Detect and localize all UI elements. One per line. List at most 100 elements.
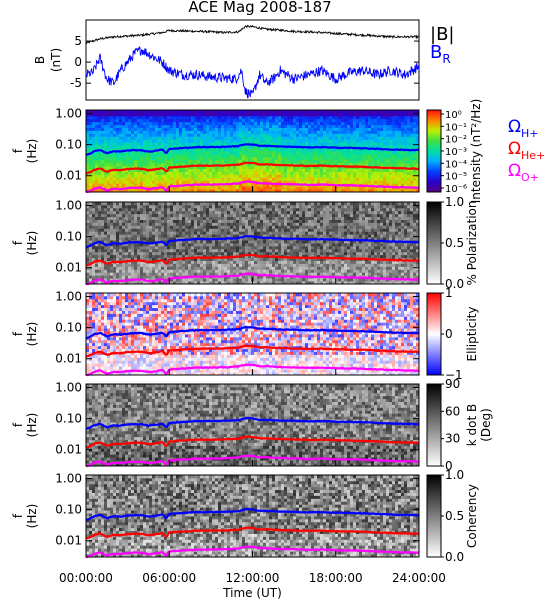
heatmap-cell xyxy=(125,231,129,235)
heatmap-cell xyxy=(110,248,114,253)
heatmap-cell xyxy=(113,281,117,285)
heatmap-cell xyxy=(233,257,237,261)
heatmap-cell xyxy=(362,121,366,126)
heatmap-cell xyxy=(131,133,135,137)
heatmap-cell xyxy=(158,263,162,267)
heatmap-cell xyxy=(188,254,192,259)
heatmap-cell xyxy=(248,112,252,117)
y-axis-label: f xyxy=(11,148,25,153)
heatmap-cell xyxy=(299,171,303,175)
heatmap-cell xyxy=(371,180,375,184)
heatmap-cell xyxy=(254,171,258,175)
heatmap-cell xyxy=(134,222,138,226)
heatmap-cell xyxy=(413,177,417,181)
heatmap-cell xyxy=(125,151,129,155)
heatmap-cell xyxy=(188,156,192,161)
heatmap-cell xyxy=(110,234,114,238)
heatmap-cell xyxy=(176,124,180,128)
heatmap-cell xyxy=(101,225,105,229)
heatmap-cell xyxy=(245,174,249,178)
heatmap-cell xyxy=(380,133,384,137)
heatmap-cell xyxy=(98,210,102,215)
heatmap-cell xyxy=(257,183,261,187)
heatmap-cell xyxy=(182,180,186,184)
heatmap-cell xyxy=(407,110,411,114)
heatmap-cell xyxy=(233,177,237,181)
heatmap-cell xyxy=(107,202,111,206)
heatmap-cell xyxy=(146,121,150,126)
heatmap-cell xyxy=(269,142,273,146)
heatmap-cell xyxy=(179,180,183,184)
heatmap-cell xyxy=(116,174,120,178)
heatmap-cell xyxy=(224,127,228,131)
heatmap-cell xyxy=(344,151,348,155)
heatmap-cell xyxy=(191,124,195,128)
heatmap-cell xyxy=(98,159,102,164)
heatmap-cell xyxy=(149,231,153,235)
heatmap-cell xyxy=(140,180,144,184)
heatmap-cell xyxy=(245,183,249,187)
heatmap-cell xyxy=(218,281,222,285)
heatmap-cell xyxy=(164,127,168,131)
heatmap-cell xyxy=(383,136,387,140)
heatmap-cell xyxy=(353,177,357,181)
colorbar-step xyxy=(427,173,441,177)
heatmap-cell xyxy=(254,153,258,158)
heatmap-cell xyxy=(206,115,210,120)
heatmap-cell xyxy=(308,189,312,193)
heatmap-cell xyxy=(290,165,294,169)
heatmap-cell xyxy=(221,162,225,167)
heatmap-cell xyxy=(125,136,129,140)
heatmap-cell xyxy=(89,112,93,117)
heatmap-cell xyxy=(284,165,288,169)
heatmap-cell xyxy=(245,165,249,169)
heatmap-cell xyxy=(89,139,93,143)
heatmap-cell xyxy=(227,148,231,152)
heatmap-cell xyxy=(275,133,279,137)
heatmap-cell xyxy=(107,153,111,158)
heatmap-cell xyxy=(158,168,162,172)
heatmap-cell xyxy=(95,245,99,250)
heatmap-cell xyxy=(104,145,108,149)
heatmap-cell xyxy=(149,254,153,259)
heatmap-cell xyxy=(302,156,306,161)
heatmap-cell xyxy=(323,156,327,161)
heatmap-cell xyxy=(104,213,108,218)
heatmap-cell xyxy=(350,156,354,161)
heatmap-cell xyxy=(194,260,198,264)
heatmap-cell xyxy=(239,110,243,114)
heatmap-cell xyxy=(314,162,318,167)
heatmap-cell xyxy=(116,110,120,114)
heatmap-cell xyxy=(101,171,105,175)
heatmap-cell xyxy=(191,278,195,282)
heatmap-cell xyxy=(248,118,252,123)
heatmap-cell xyxy=(239,216,243,220)
heatmap-cell xyxy=(257,263,261,267)
heatmap-cell xyxy=(176,133,180,137)
heatmap-cell xyxy=(266,121,270,126)
heatmap-cell xyxy=(104,219,108,223)
heatmap-cell xyxy=(305,133,309,137)
heatmap-cell xyxy=(233,151,237,155)
heatmap-cell xyxy=(275,121,279,126)
heatmap-cell xyxy=(251,225,255,229)
heatmap-cell xyxy=(230,156,234,161)
heatmap-cell xyxy=(251,136,255,140)
heatmap-cell xyxy=(284,139,288,143)
heatmap-cell xyxy=(116,231,120,235)
heatmap-cell xyxy=(119,278,123,282)
heatmap-cell xyxy=(104,142,108,146)
heatmap-cell xyxy=(194,189,198,193)
heatmap-cell xyxy=(212,133,216,137)
heatmap-cell xyxy=(320,121,324,126)
heatmap-cell xyxy=(170,130,174,134)
heatmap-cell xyxy=(389,124,393,128)
heatmap-cell xyxy=(236,142,240,146)
heatmap-cell xyxy=(143,257,147,261)
heatmap-cell xyxy=(263,136,267,140)
heatmap-cell xyxy=(221,148,225,152)
heatmap-cell xyxy=(197,234,201,238)
heatmap-cell xyxy=(176,130,180,134)
heatmap-cell xyxy=(170,216,174,220)
colorbar-tick-label: 10⁰ xyxy=(445,110,462,121)
